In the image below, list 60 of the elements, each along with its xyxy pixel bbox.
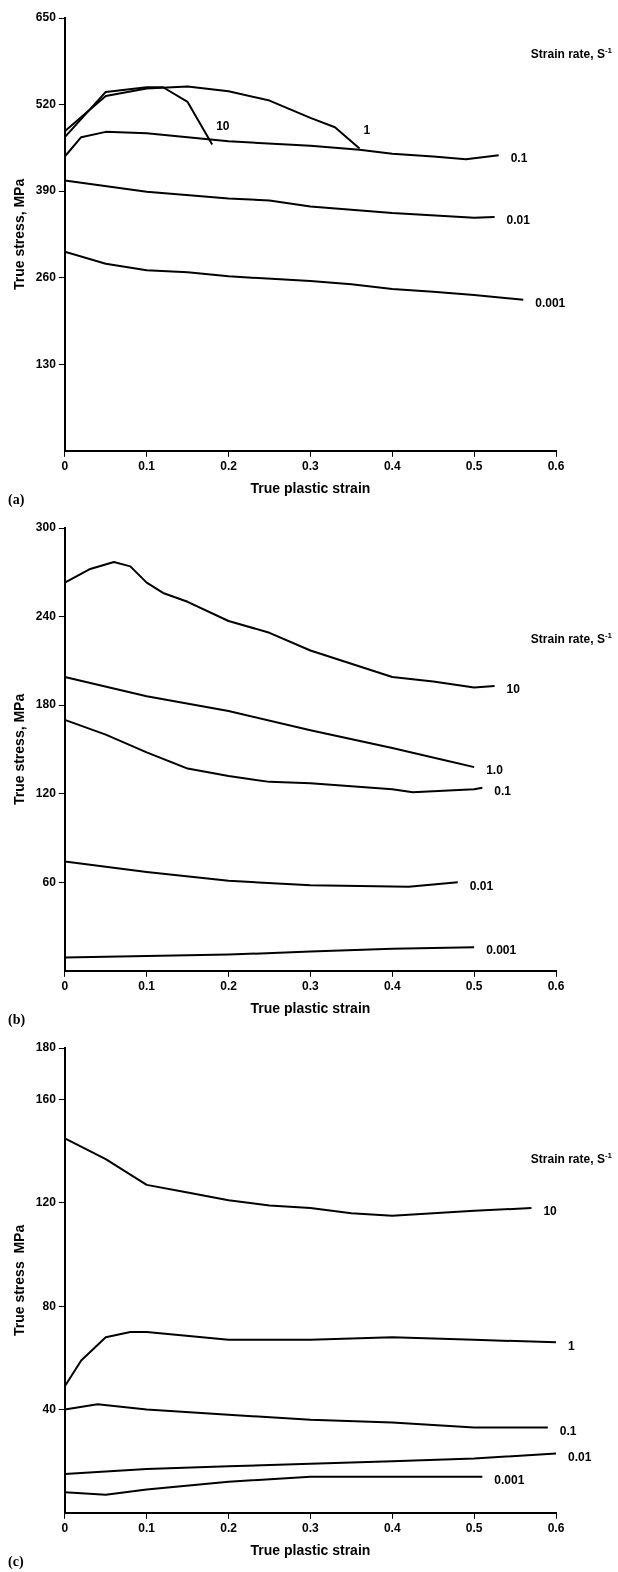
x-tick-label: 0: [61, 459, 69, 474]
y-tick-label: 650: [35, 10, 57, 25]
y-tick-label: 80: [42, 1298, 57, 1313]
x-tick-label: 0.4: [383, 979, 401, 994]
series-label: 10: [506, 682, 521, 697]
x-tick-label: 0.6: [547, 1521, 565, 1536]
y-tick-label: 60: [42, 874, 57, 889]
x-tick-label: 0.1: [138, 979, 156, 994]
x-tick-label: 0.5: [465, 1521, 483, 1536]
y-axis-title: True stress, MPa: [11, 178, 28, 291]
x-tick-label: 0.1: [138, 459, 156, 474]
y-axis-title: True stress, MPa: [11, 693, 28, 806]
x-tick-label: 0.2: [220, 459, 238, 474]
y-tick-label: 180: [35, 1040, 57, 1055]
x-axis-title: True plastic strain: [250, 1542, 371, 1559]
text: (b): [8, 1012, 26, 1028]
x-tick-label: 0.3: [302, 979, 320, 994]
y-tick-label: 520: [35, 96, 57, 111]
x-tick-label: 0.1: [138, 1521, 156, 1536]
y-tick-label: 300: [35, 520, 57, 535]
y-tick-label: 390: [35, 183, 57, 198]
series-label: 10: [216, 118, 230, 133]
series-label: 0.001: [494, 1472, 525, 1487]
x-tick-label: 0: [61, 1521, 69, 1536]
y-tick-label: 120: [35, 785, 57, 800]
series-label: 0.1: [559, 1423, 577, 1438]
series-label: 0.1: [510, 151, 528, 166]
x-tick-label: 0.6: [547, 979, 565, 994]
x-tick-label: 0.3: [302, 1521, 320, 1536]
x-tick-label: 0: [61, 979, 69, 994]
y-tick-label: 180: [35, 697, 57, 712]
y-tick-label: 260: [35, 269, 57, 284]
text: (a): [8, 492, 25, 508]
y-tick-label: 130: [35, 356, 57, 371]
series-label: 0.01: [469, 878, 494, 893]
y-axis-title: True stress MPa: [11, 1224, 28, 1337]
x-tick-label: 0.5: [465, 979, 483, 994]
x-tick-label: 0.6: [547, 459, 565, 474]
y-tick-label: 40: [42, 1401, 57, 1416]
x-tick-label: 0.2: [220, 1521, 238, 1536]
x-tick-label: 0.3: [302, 459, 320, 474]
x-tick-label: 0.4: [383, 459, 401, 474]
x-axis-title: True plastic strain: [250, 1000, 371, 1017]
y-tick-label: 120: [35, 1195, 57, 1210]
series-label: 1: [568, 1338, 575, 1353]
x-tick-label: 0.2: [220, 979, 238, 994]
series-label: 0.001: [486, 943, 517, 958]
x-axis-title: True plastic strain: [250, 480, 371, 497]
series-label: 1: [363, 122, 371, 137]
series-label: 1.0: [486, 763, 504, 778]
series-label: 0.01: [506, 213, 531, 228]
series-label: 10: [543, 1204, 558, 1219]
series-label: 0.001: [535, 295, 566, 310]
series-label: 0.1: [494, 784, 512, 799]
x-tick-label: 0.5: [465, 459, 483, 474]
x-tick-label: 0.4: [383, 1521, 401, 1536]
series-label: 0.01: [568, 1449, 592, 1464]
y-tick-label: 160: [35, 1091, 57, 1106]
text: (c): [8, 1554, 24, 1570]
y-tick-label: 240: [35, 608, 57, 623]
